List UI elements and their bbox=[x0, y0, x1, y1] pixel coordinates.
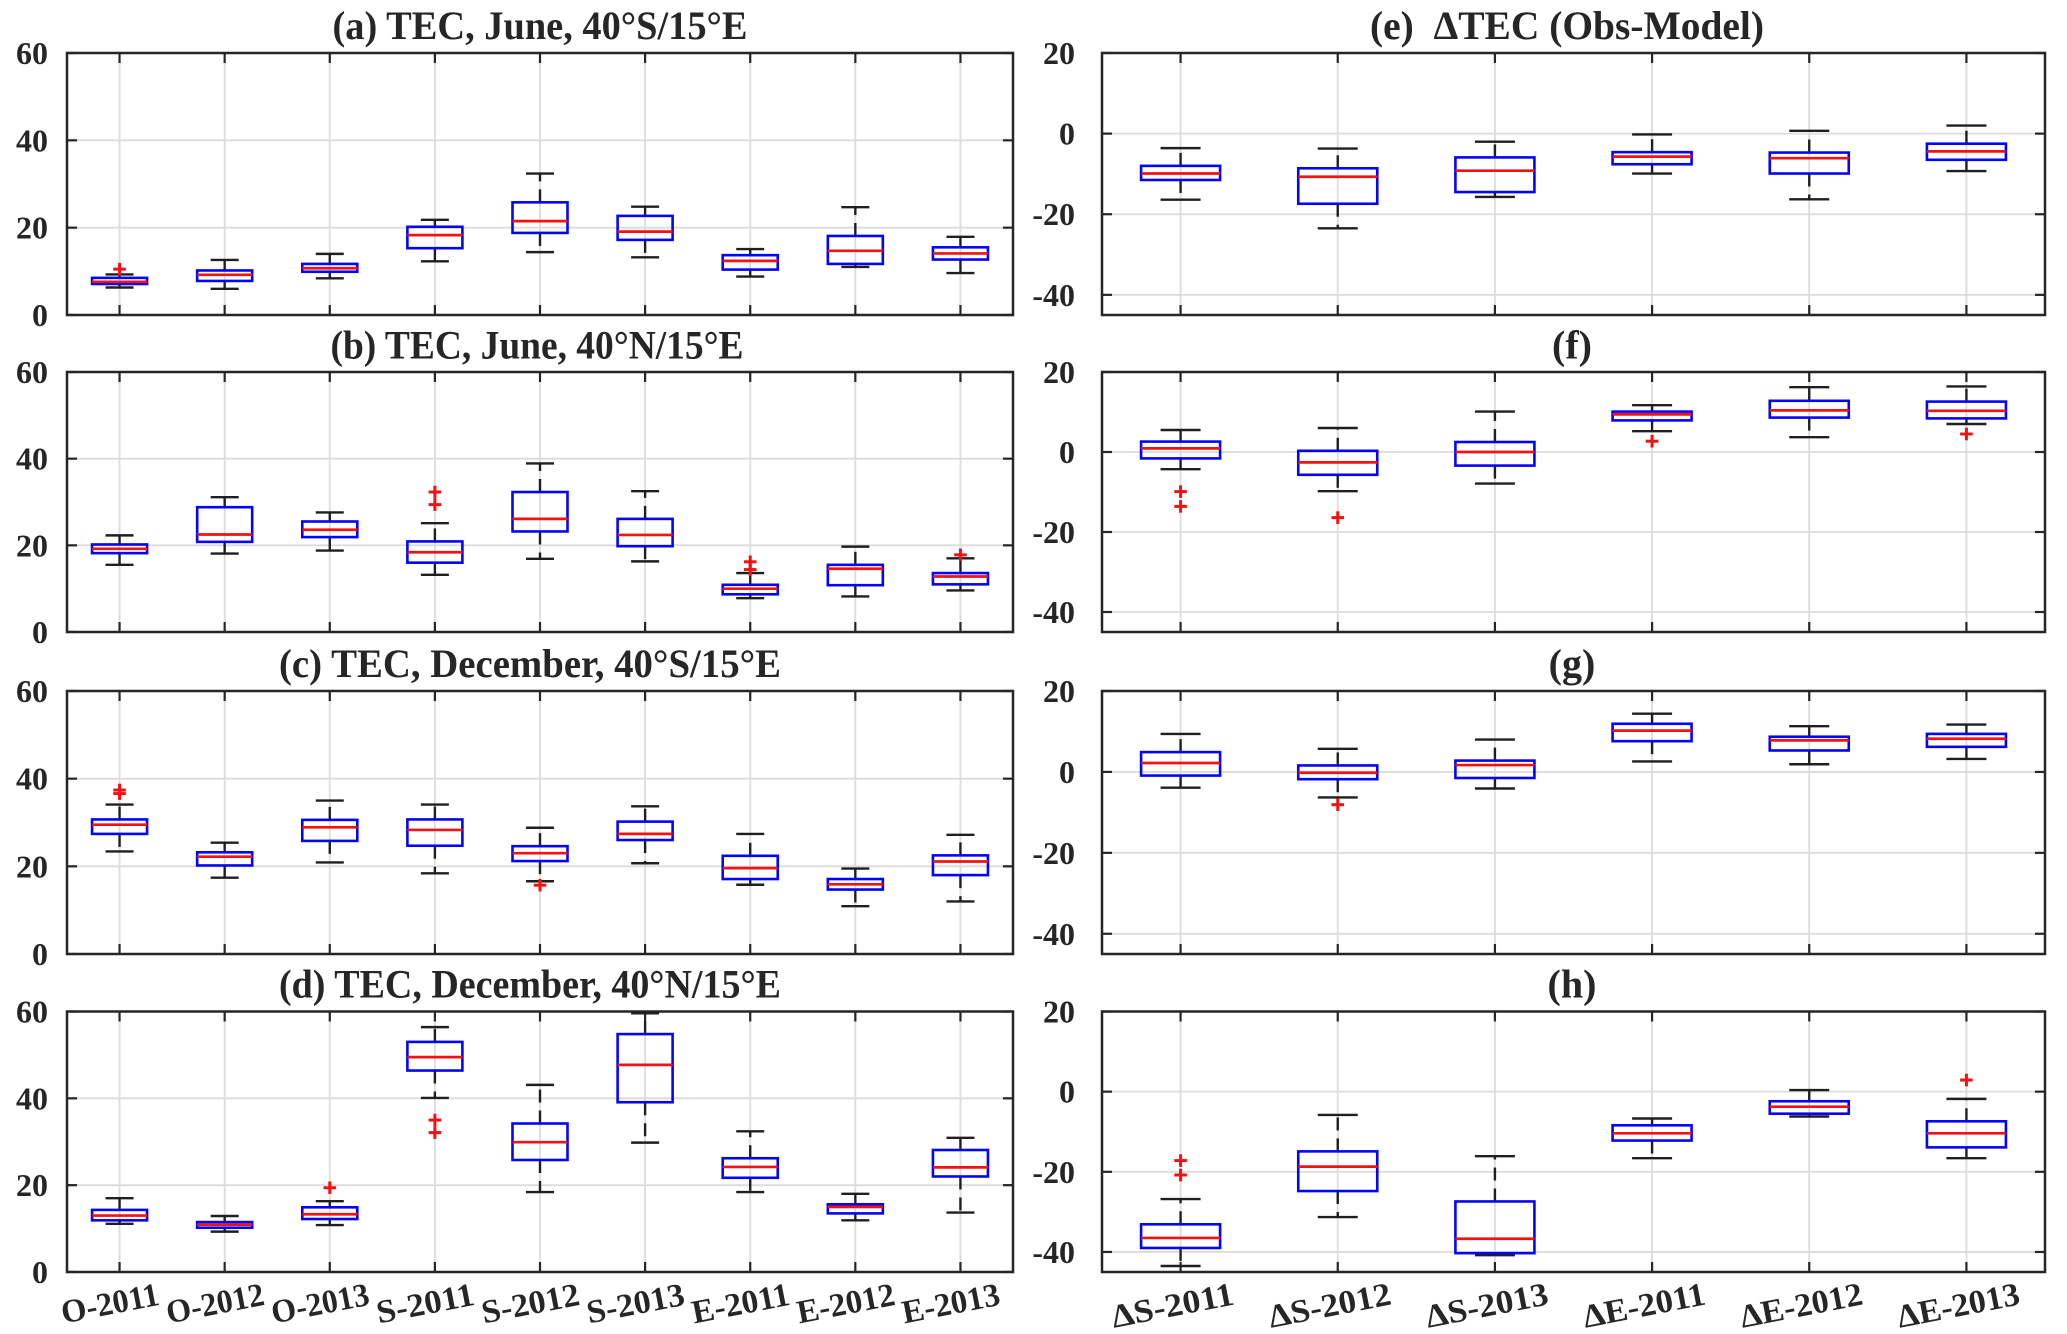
svg-text:0: 0 bbox=[32, 614, 48, 650]
svg-text:40: 40 bbox=[16, 1080, 48, 1116]
svg-text:0: 0 bbox=[1059, 116, 1075, 152]
svg-text:-20: -20 bbox=[1032, 835, 1075, 871]
svg-text:(d) TEC, December, 40°N/15°E: (d) TEC, December, 40°N/15°E bbox=[279, 962, 781, 1007]
svg-text:-20: -20 bbox=[1032, 196, 1075, 232]
svg-text:40: 40 bbox=[16, 122, 48, 158]
svg-text:(e) ΔTEC (Obs-Model): (e) ΔTEC (Obs-Model) bbox=[1370, 3, 1764, 48]
svg-text:0: 0 bbox=[32, 1254, 48, 1290]
svg-text:40: 40 bbox=[16, 761, 48, 797]
svg-text:(g): (g) bbox=[1549, 641, 1596, 686]
svg-text:40: 40 bbox=[16, 441, 48, 477]
svg-text:20: 20 bbox=[16, 527, 48, 563]
svg-text:20: 20 bbox=[16, 210, 48, 246]
svg-text:-20: -20 bbox=[1032, 1154, 1075, 1190]
svg-text:20: 20 bbox=[16, 1167, 48, 1203]
svg-text:60: 60 bbox=[16, 673, 48, 709]
svg-text:0: 0 bbox=[32, 297, 48, 333]
svg-text:0: 0 bbox=[1059, 1074, 1075, 1110]
svg-text:(a) TEC, June, 40°S/15°E: (a) TEC, June, 40°S/15°E bbox=[333, 3, 748, 48]
svg-text:(c) TEC, December, 40°S/15°E: (c) TEC, December, 40°S/15°E bbox=[279, 641, 781, 686]
svg-text:(h): (h) bbox=[1548, 962, 1597, 1007]
svg-text:-20: -20 bbox=[1032, 514, 1075, 550]
svg-text:(b) TEC, June, 40°N/15°E: (b) TEC, June, 40°N/15°E bbox=[331, 323, 744, 368]
svg-text:-40: -40 bbox=[1032, 277, 1075, 313]
svg-text:-40: -40 bbox=[1032, 594, 1075, 630]
svg-text:0: 0 bbox=[1059, 434, 1075, 470]
svg-text:0: 0 bbox=[1059, 754, 1075, 790]
svg-text:60: 60 bbox=[16, 35, 48, 71]
svg-text:60: 60 bbox=[16, 354, 48, 390]
svg-text:20: 20 bbox=[1043, 673, 1075, 709]
svg-text:-40: -40 bbox=[1032, 916, 1075, 952]
svg-text:20: 20 bbox=[1043, 354, 1075, 390]
svg-text:20: 20 bbox=[16, 848, 48, 884]
svg-text:(f): (f) bbox=[1552, 323, 1592, 368]
svg-text:0: 0 bbox=[32, 936, 48, 972]
svg-text:60: 60 bbox=[16, 994, 48, 1030]
svg-text:20: 20 bbox=[1043, 35, 1075, 71]
svg-text:20: 20 bbox=[1043, 994, 1075, 1030]
svg-text:-40: -40 bbox=[1032, 1234, 1075, 1270]
